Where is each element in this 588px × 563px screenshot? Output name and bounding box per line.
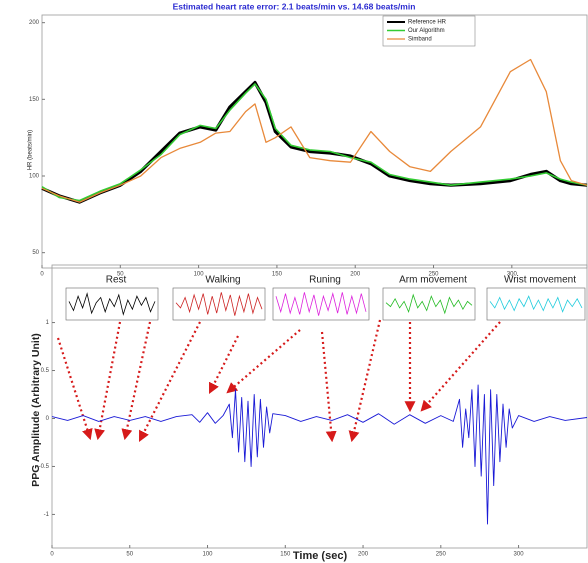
x-tick-label: 200 (350, 272, 361, 278)
arrow (209, 335, 239, 394)
arrow (348, 319, 382, 443)
y-tick-label: 0 (46, 416, 50, 422)
x-axis-label: Time (sec) (293, 550, 348, 562)
legend-label: Reference HR (408, 20, 447, 26)
inset-label: Walking (205, 275, 240, 286)
arrow (420, 321, 501, 412)
legend-label: Our Algorithm (408, 28, 445, 34)
inset-line (489, 295, 583, 313)
arrow (226, 329, 301, 394)
x-tick-label: 150 (272, 272, 283, 278)
series-line (41, 58, 588, 203)
inset-frame (272, 287, 370, 321)
inset-label: Wrist movement (504, 275, 576, 286)
series-line (41, 83, 588, 202)
y-axis-label: PPG Amplitude (Arbitrary Unit) (30, 333, 42, 487)
bottom-frame (51, 264, 588, 549)
arrow (56, 337, 93, 441)
legend-label: Simband (408, 37, 432, 43)
inset-line (68, 292, 156, 316)
inset-label: Rest (106, 275, 127, 286)
x-tick-label: 0 (40, 272, 44, 278)
arrow (320, 331, 337, 443)
inset-line (175, 292, 263, 316)
x-tick-label: 50 (126, 552, 133, 558)
x-tick-label: 100 (203, 552, 214, 558)
y-tick-label: 100 (29, 174, 40, 180)
series-line (41, 80, 588, 204)
y-tick-label: 150 (29, 97, 40, 103)
x-tick-label: 300 (514, 552, 525, 558)
y-tick-label: 50 (32, 250, 39, 256)
x-tick-label: 200 (358, 552, 369, 558)
x-tick-label: 50 (117, 272, 124, 278)
y-axis-label: HR (beats/min) (28, 130, 34, 170)
inset-label: Runing (309, 275, 341, 286)
x-tick-label: 0 (50, 552, 54, 558)
y-tick-label: -0.5 (39, 464, 50, 470)
top-frame (41, 14, 588, 269)
arrow (139, 321, 201, 442)
inset-line (275, 292, 367, 316)
x-tick-label: 100 (194, 272, 205, 278)
y-tick-label: -1 (44, 512, 50, 518)
x-tick-label: 150 (280, 552, 291, 558)
arrows (56, 319, 501, 443)
series-line (51, 384, 588, 525)
x-tick-label: 250 (429, 272, 440, 278)
y-tick-label: 200 (29, 20, 40, 26)
x-tick-label: 250 (436, 552, 447, 558)
chart-title: Estimated heart rate error: 2.1 beats/mi… (173, 1, 416, 11)
y-tick-label: 0.5 (41, 368, 50, 374)
inset-label: Arm movement (399, 275, 467, 286)
x-tick-label: 300 (507, 272, 518, 278)
inset-line (385, 293, 473, 315)
inset-frame (65, 287, 159, 321)
y-tick-label: 1 (46, 320, 50, 326)
